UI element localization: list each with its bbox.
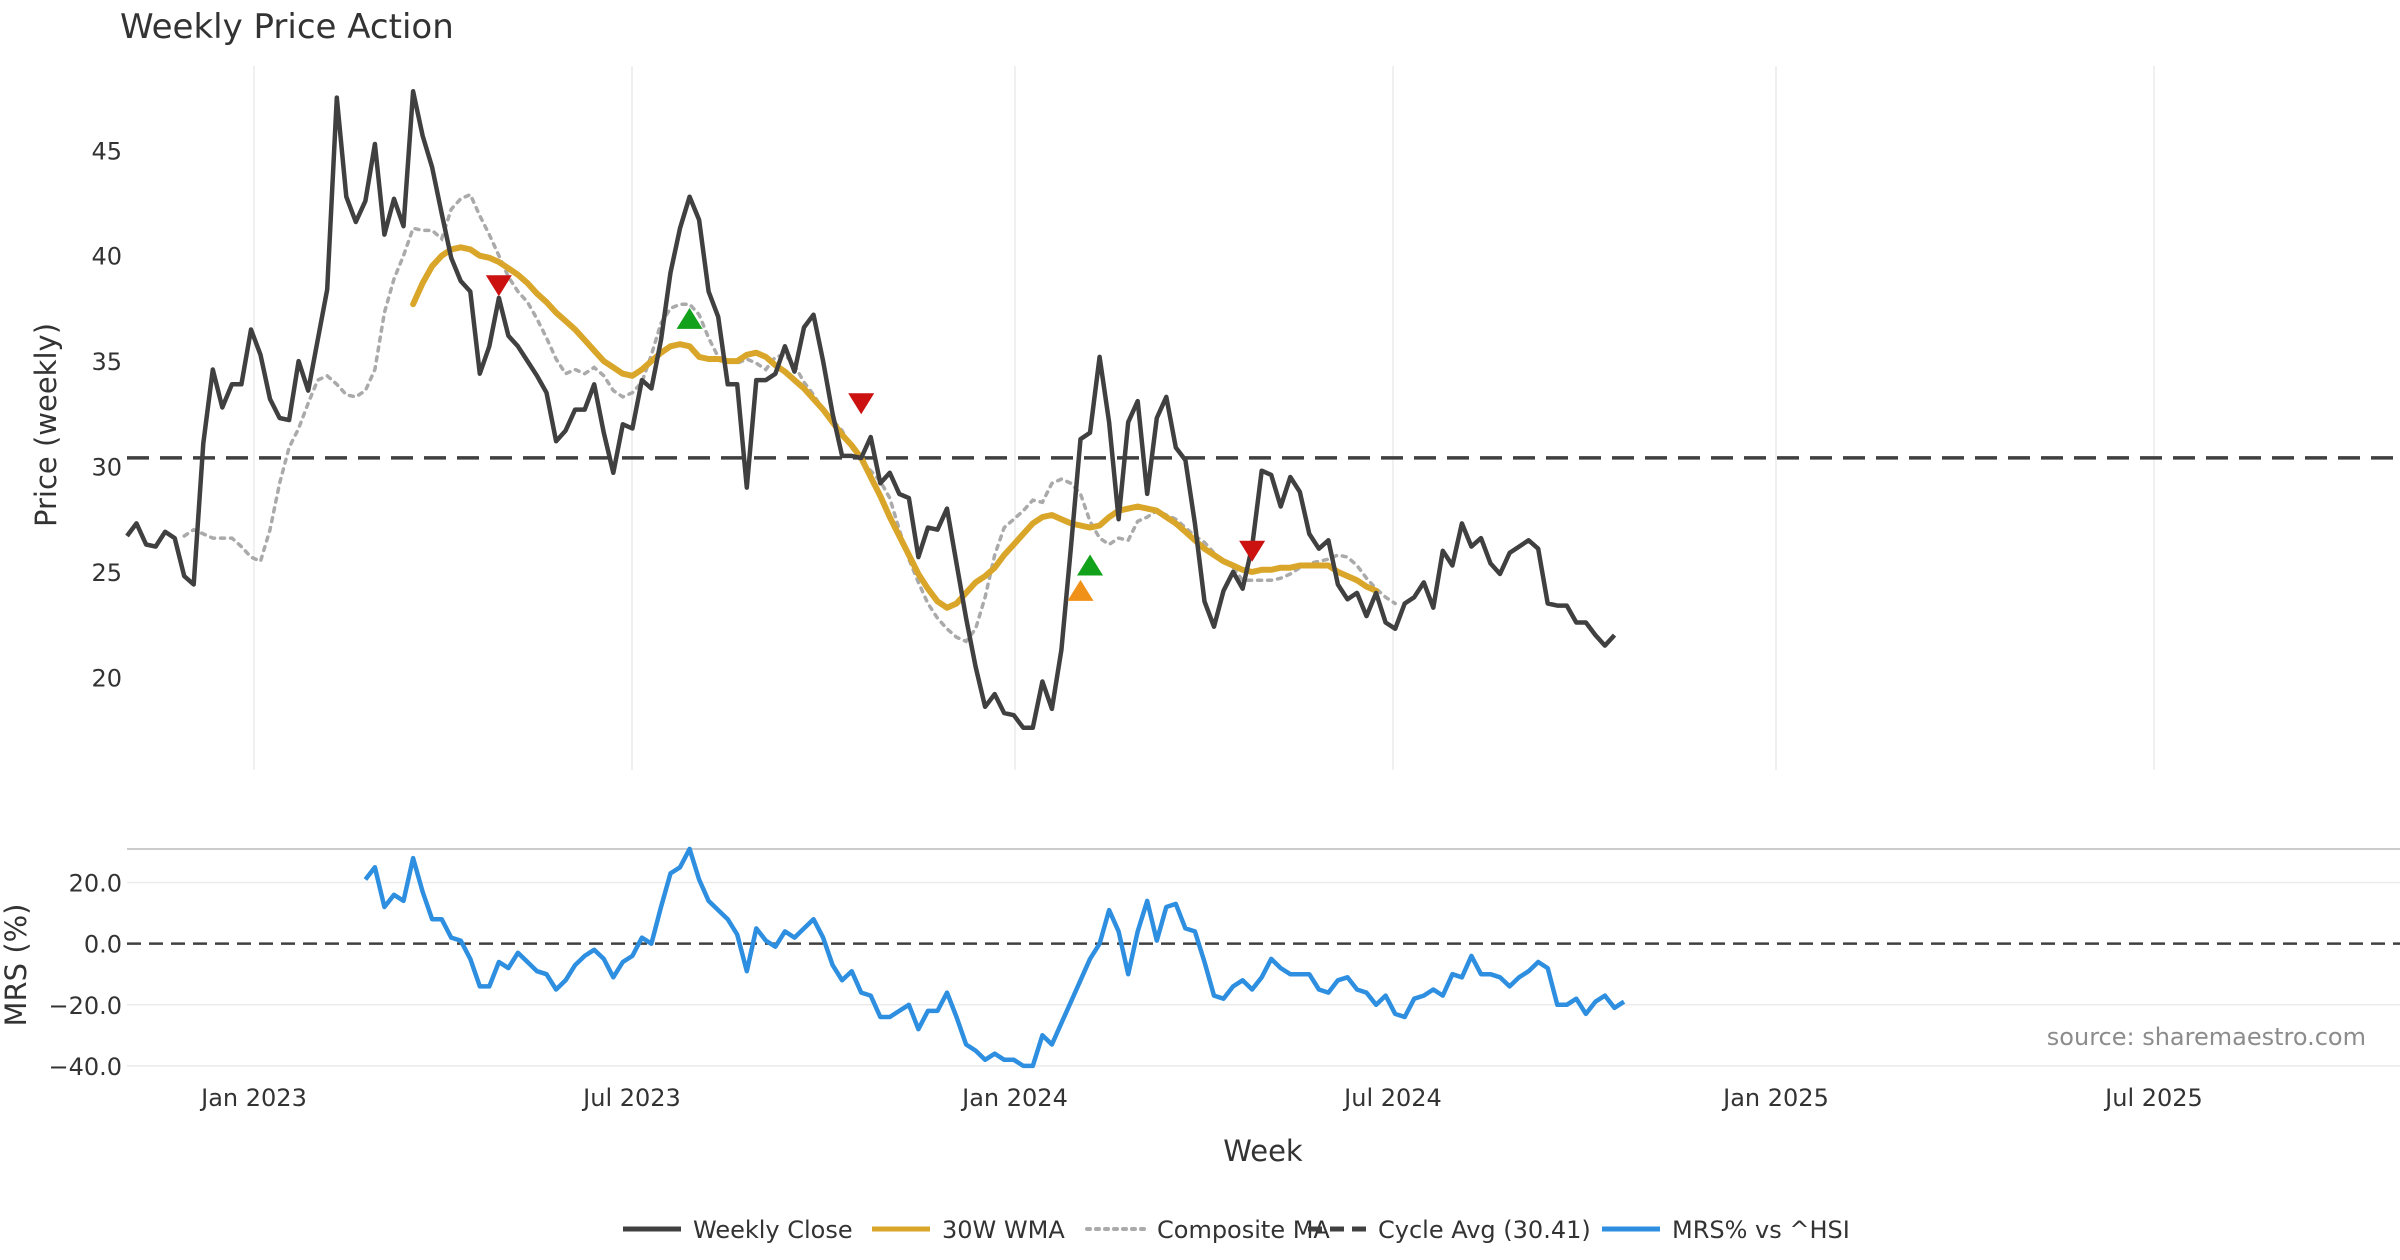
mrs-y-tick-label: 0.0	[84, 931, 122, 959]
mrs-line	[363, 846, 1626, 1069]
price-y-tick-label: 45	[91, 137, 122, 165]
legend-label: 30W WMA	[942, 1216, 1065, 1244]
mrs-y-tick-label: 20.0	[69, 870, 122, 898]
chart-title: Weekly Price Action	[120, 7, 454, 47]
sell-signal-marker	[848, 393, 875, 415]
price-y-tick-label: 25	[91, 559, 122, 587]
legend-label: Composite MA	[1157, 1216, 1330, 1244]
price-y-axis-title: Price (weekly)	[29, 323, 63, 527]
price-y-tick-label: 20	[91, 664, 122, 692]
mrs-y-tick-label: −40.0	[48, 1053, 122, 1081]
mrs-y-ticks: −40.0 −20.0 0.0 20.0	[48, 870, 122, 1081]
series-layer	[125, 89, 2400, 1069]
price-gridlines	[253, 66, 2155, 770]
x-tick-label: Jul 2023	[581, 1084, 681, 1112]
x-tick-label: Jan 2023	[199, 1084, 307, 1112]
legend-label: MRS% vs ^HSI	[1672, 1216, 1850, 1244]
composite-ma-line	[182, 192, 1397, 644]
price-y-ticks: 20 25 30 35 40 45	[91, 137, 122, 692]
mrs-y-axis-title: MRS (%)	[0, 904, 33, 1027]
legend: Weekly Close 30W WMA Composite MA Cycle Avg…	[623, 1216, 1850, 1244]
x-tick-label: Jan 2024	[960, 1084, 1068, 1112]
mrs-y-tick-label: −20.0	[48, 992, 122, 1020]
price-y-tick-label: 30	[91, 453, 122, 481]
x-axis-ticks: Jan 2023 Jul 2023 Jan 2024 Jul 2024 Jan 2025…	[199, 1084, 2203, 1112]
source-note: source: sharemaestro.com	[2047, 1023, 2366, 1051]
weekly-close-line	[125, 89, 1617, 731]
sell-signal-marker	[1239, 540, 1266, 562]
x-tick-label: Jul 2024	[1342, 1084, 1442, 1112]
buy-signal-marker	[1077, 554, 1104, 576]
buy-signal-marker	[676, 307, 703, 329]
legend-label: Cycle Avg (30.41)	[1378, 1216, 1591, 1244]
x-tick-label: Jan 2025	[1721, 1084, 1829, 1112]
x-tick-label: Jul 2025	[2103, 1084, 2203, 1112]
signal-markers	[485, 275, 1266, 601]
price-y-tick-label: 35	[91, 348, 122, 376]
wma-30w-line	[410, 244, 1380, 611]
x-axis-title: Week	[1223, 1134, 1303, 1168]
price-y-tick-label: 40	[91, 243, 122, 271]
mrs-gridlines	[127, 881, 2400, 1067]
legend-label: Weekly Close	[693, 1216, 853, 1244]
neutral-signal-marker	[1067, 579, 1094, 601]
sell-signal-marker	[485, 275, 512, 297]
